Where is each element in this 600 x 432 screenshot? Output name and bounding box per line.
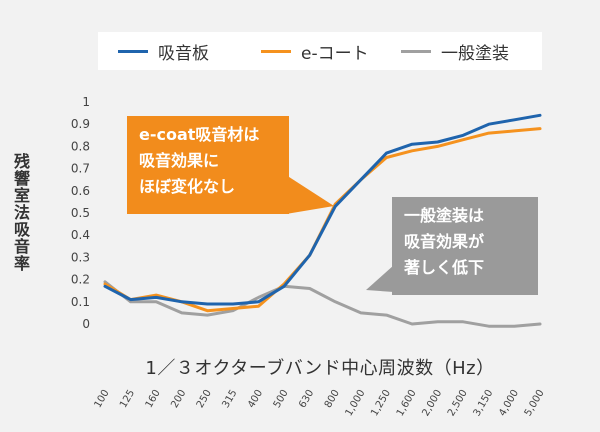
x-tick-label-15: 3,150 <box>472 388 496 418</box>
legend-item-2: 一般塗装 <box>401 32 509 70</box>
x-tick-label-11: 1,250 <box>369 388 393 418</box>
x-tick-label-8: 630 <box>297 388 316 410</box>
annotation-general-line-2: 吸音効果が <box>404 232 485 251</box>
legend: 吸音板 e-コート 一般塗装 <box>98 32 542 70</box>
legend-label-0: 吸音板 <box>158 43 209 64</box>
x-tick-label-10: 1,000 <box>344 388 368 418</box>
annotation-ecoat-pointer <box>286 175 334 214</box>
x-tick-label-5: 315 <box>220 388 239 410</box>
y-tick-label-10: 1 <box>82 95 90 109</box>
y-tick-label-8: 0.8 <box>71 139 90 153</box>
y-tick-label-4: 0.4 <box>71 228 90 242</box>
y-tick-label-7: 0.7 <box>71 162 90 176</box>
y-tick-label-2: 0.2 <box>71 273 90 287</box>
x-tick-label-6: 400 <box>246 388 265 410</box>
legend-label-1: e-コート <box>301 43 369 64</box>
series-line-2 <box>103 280 542 328</box>
x-tick-label-9: 800 <box>323 388 342 410</box>
y-axis-title-text: 残響室法吸音率 <box>11 152 30 272</box>
x-tick-label-3: 200 <box>169 388 188 410</box>
x-tick-label-13: 2,000 <box>420 388 444 418</box>
x-axis-title: 1／３オクターブバンド中心周波数（Hz） <box>145 358 495 379</box>
legend-item-0: 吸音板 <box>118 32 209 70</box>
legend-swatch-1 <box>261 49 291 53</box>
annotation-general-paint: 一般塗装は 吸音効果が 著しく低下 <box>392 197 538 295</box>
annotation-general-paint-pointer <box>366 265 394 292</box>
x-tick-label-4: 250 <box>195 388 214 410</box>
y-tick-label-1: 0.1 <box>71 295 90 309</box>
annotation-ecoat: e-coat吸音材は 吸音効果に ほぼ変化なし <box>127 116 289 214</box>
legend-swatch-0 <box>118 49 148 53</box>
x-tick-label-16: 4,000 <box>497 388 521 418</box>
annotation-ecoat-line-3: ほぼ変化なし <box>139 177 236 196</box>
x-tick-label-7: 500 <box>272 388 291 410</box>
series-line-0 <box>103 113 542 306</box>
y-tick-label-6: 0.6 <box>71 184 90 198</box>
x-tick-label-2: 160 <box>144 388 163 410</box>
x-tick-label-12: 1,600 <box>395 388 419 418</box>
y-axis-title: 残響室法吸音率 <box>0 96 40 328</box>
legend-swatch-2 <box>401 49 431 53</box>
x-tick-label-14: 2,500 <box>446 388 470 418</box>
y-tick-label-0: 0 <box>82 317 90 331</box>
annotation-general-line-1: 一般塗装は <box>404 206 485 225</box>
annotation-general-line-3: 著しく低下 <box>404 258 485 277</box>
x-tick-label-0: 100 <box>93 388 112 410</box>
y-tick-label-9: 0.9 <box>71 117 90 131</box>
legend-label-2: 一般塗装 <box>441 43 509 64</box>
annotation-ecoat-line-2: 吸音効果に <box>139 151 220 170</box>
annotation-ecoat-line-1: e-coat吸音材は <box>139 125 260 144</box>
y-tick-label-3: 0.3 <box>71 250 90 264</box>
x-tick-label-1: 125 <box>118 388 137 410</box>
legend-item-1: e-コート <box>261 32 369 70</box>
y-tick-label-5: 0.5 <box>71 206 90 220</box>
x-tick-label-17: 5,000 <box>523 388 547 418</box>
